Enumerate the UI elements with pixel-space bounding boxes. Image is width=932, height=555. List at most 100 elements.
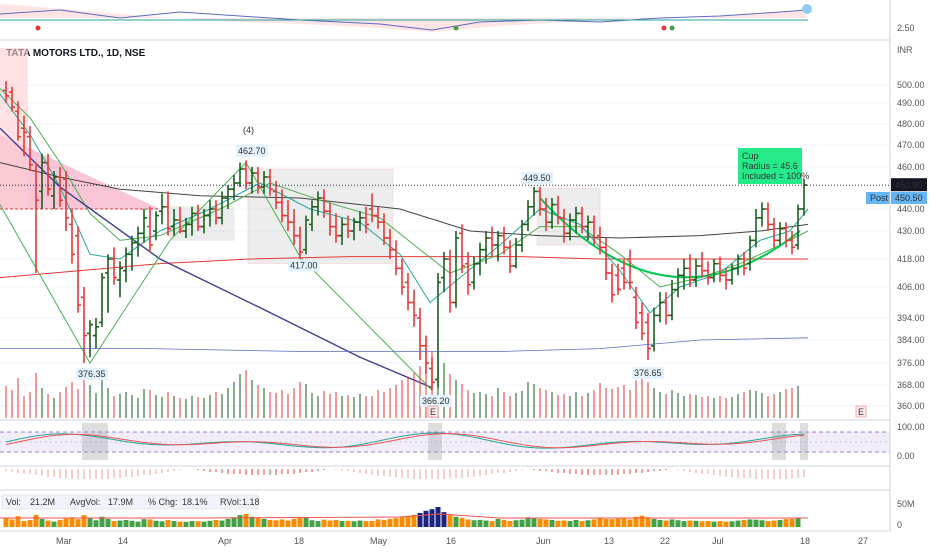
volume-axis-tick: 0 <box>897 520 902 530</box>
vol-value: 21.2M <box>30 497 55 507</box>
price-axis-tick: 470.00 <box>897 140 925 150</box>
ohlc-bar <box>507 240 513 273</box>
volume-bar <box>447 515 453 527</box>
avgvol-label: AvgVol: <box>70 497 100 507</box>
ohlc-bar <box>531 187 537 216</box>
price-axis: 500.00490.00480.00470.00460.00450.00440.… <box>866 80 927 411</box>
volume-bar <box>417 512 423 527</box>
volume-bar <box>267 519 273 527</box>
ohlc-bar <box>771 217 777 248</box>
ohlc-bar <box>483 231 489 264</box>
ohlc-bar <box>525 200 531 231</box>
volume-bar <box>795 518 801 527</box>
volume-bar <box>609 519 615 527</box>
ohlc-bar <box>81 287 87 363</box>
volume-bar <box>315 521 321 527</box>
volume-bar <box>291 518 297 527</box>
ohlc-bar <box>99 273 105 327</box>
top-panel-signal-dot <box>661 25 667 31</box>
ohlc-bar <box>801 179 807 216</box>
ohlc-bar <box>735 254 741 276</box>
volume-bar <box>765 521 771 527</box>
volume-bar <box>261 518 267 527</box>
ohlc-bar <box>567 213 573 241</box>
volume-bar <box>171 521 177 527</box>
volume-bar <box>753 519 759 527</box>
volume-bar <box>207 520 213 527</box>
volume-bar <box>339 521 345 527</box>
ohlc-bar <box>69 209 75 264</box>
volume-bar <box>771 520 777 527</box>
ohlc-bar <box>537 187 543 216</box>
volume-bar <box>513 520 519 527</box>
ohlc-bar <box>189 206 195 236</box>
stochastic-panel: 100.00 0.00 <box>0 419 925 467</box>
volume-bar <box>495 518 501 527</box>
price-axis-tick: 394.00 <box>897 313 925 323</box>
cup-arc <box>539 197 801 279</box>
cup-info-text: Included = 100% <box>742 171 809 181</box>
volume-bar <box>213 519 219 527</box>
date-label: 18 <box>800 536 810 546</box>
ohlc-bar <box>627 249 633 290</box>
price-axis-tick: 406.00 <box>897 282 925 292</box>
ohlc-bar <box>321 189 327 218</box>
chg-value: 18.1% <box>182 497 208 507</box>
volume-bar <box>429 509 435 527</box>
ohlc-bar <box>399 259 405 295</box>
volume-panel: 50M 0 <box>0 489 915 530</box>
volume-bar <box>705 521 711 527</box>
ohlc-bar <box>15 101 21 141</box>
top-panel-marker <box>802 4 812 14</box>
ohlc-bar <box>45 153 51 196</box>
ohlc-bar <box>267 169 273 196</box>
volume-bar <box>87 518 93 527</box>
earnings-marker-box <box>427 405 439 418</box>
volume-bar <box>219 520 225 527</box>
ohlc-bar <box>93 318 99 349</box>
top-panel-line <box>0 9 809 31</box>
volume-bar <box>675 520 681 527</box>
last-price-tag-bg <box>891 178 927 192</box>
annotation-low: 376.65 <box>634 368 662 378</box>
ohlc-bar <box>345 215 351 238</box>
trendline <box>0 127 433 389</box>
ohlc-bar <box>447 249 453 313</box>
ohlc-bar <box>141 209 147 243</box>
ohlc-bar <box>687 254 693 287</box>
volume-bar <box>471 520 477 527</box>
volume-bar <box>453 516 459 527</box>
ohlc-bar <box>723 268 729 290</box>
volume-bar <box>237 515 243 527</box>
ema-200-line <box>0 162 809 239</box>
volume-bar <box>639 515 645 527</box>
ohlc-bar <box>381 213 387 245</box>
top-panel-signal-dot <box>669 25 675 31</box>
volume-bar <box>777 519 783 527</box>
volume-bar <box>621 518 627 527</box>
volume-bar <box>645 517 651 527</box>
ohlc-bar <box>645 312 651 361</box>
date-label: Jul <box>712 536 724 546</box>
volume-bar <box>273 520 279 527</box>
ohlc-bar <box>573 206 579 234</box>
ohlc-bar <box>207 200 213 227</box>
ohlc-bar <box>675 268 681 298</box>
volume-bar <box>111 521 117 527</box>
date-label: 22 <box>660 536 670 546</box>
ohlc-bar <box>327 202 333 236</box>
currency-label: INR <box>897 45 913 55</box>
ohlc-bar <box>315 191 321 216</box>
ohlc-bar <box>681 259 687 290</box>
volume-bar <box>405 515 411 527</box>
ohlc-bar <box>159 193 165 225</box>
ohlc-bar <box>117 261 123 298</box>
volume-bar <box>663 520 669 527</box>
ohlc-bar <box>369 193 375 223</box>
price-axis-tick: 460.00 <box>897 162 925 172</box>
ohlc-bar <box>213 200 219 225</box>
ohlc-bar <box>285 200 291 231</box>
ohlc-bar <box>729 263 735 285</box>
volume-bar <box>555 520 561 527</box>
volume-bar <box>375 519 381 527</box>
